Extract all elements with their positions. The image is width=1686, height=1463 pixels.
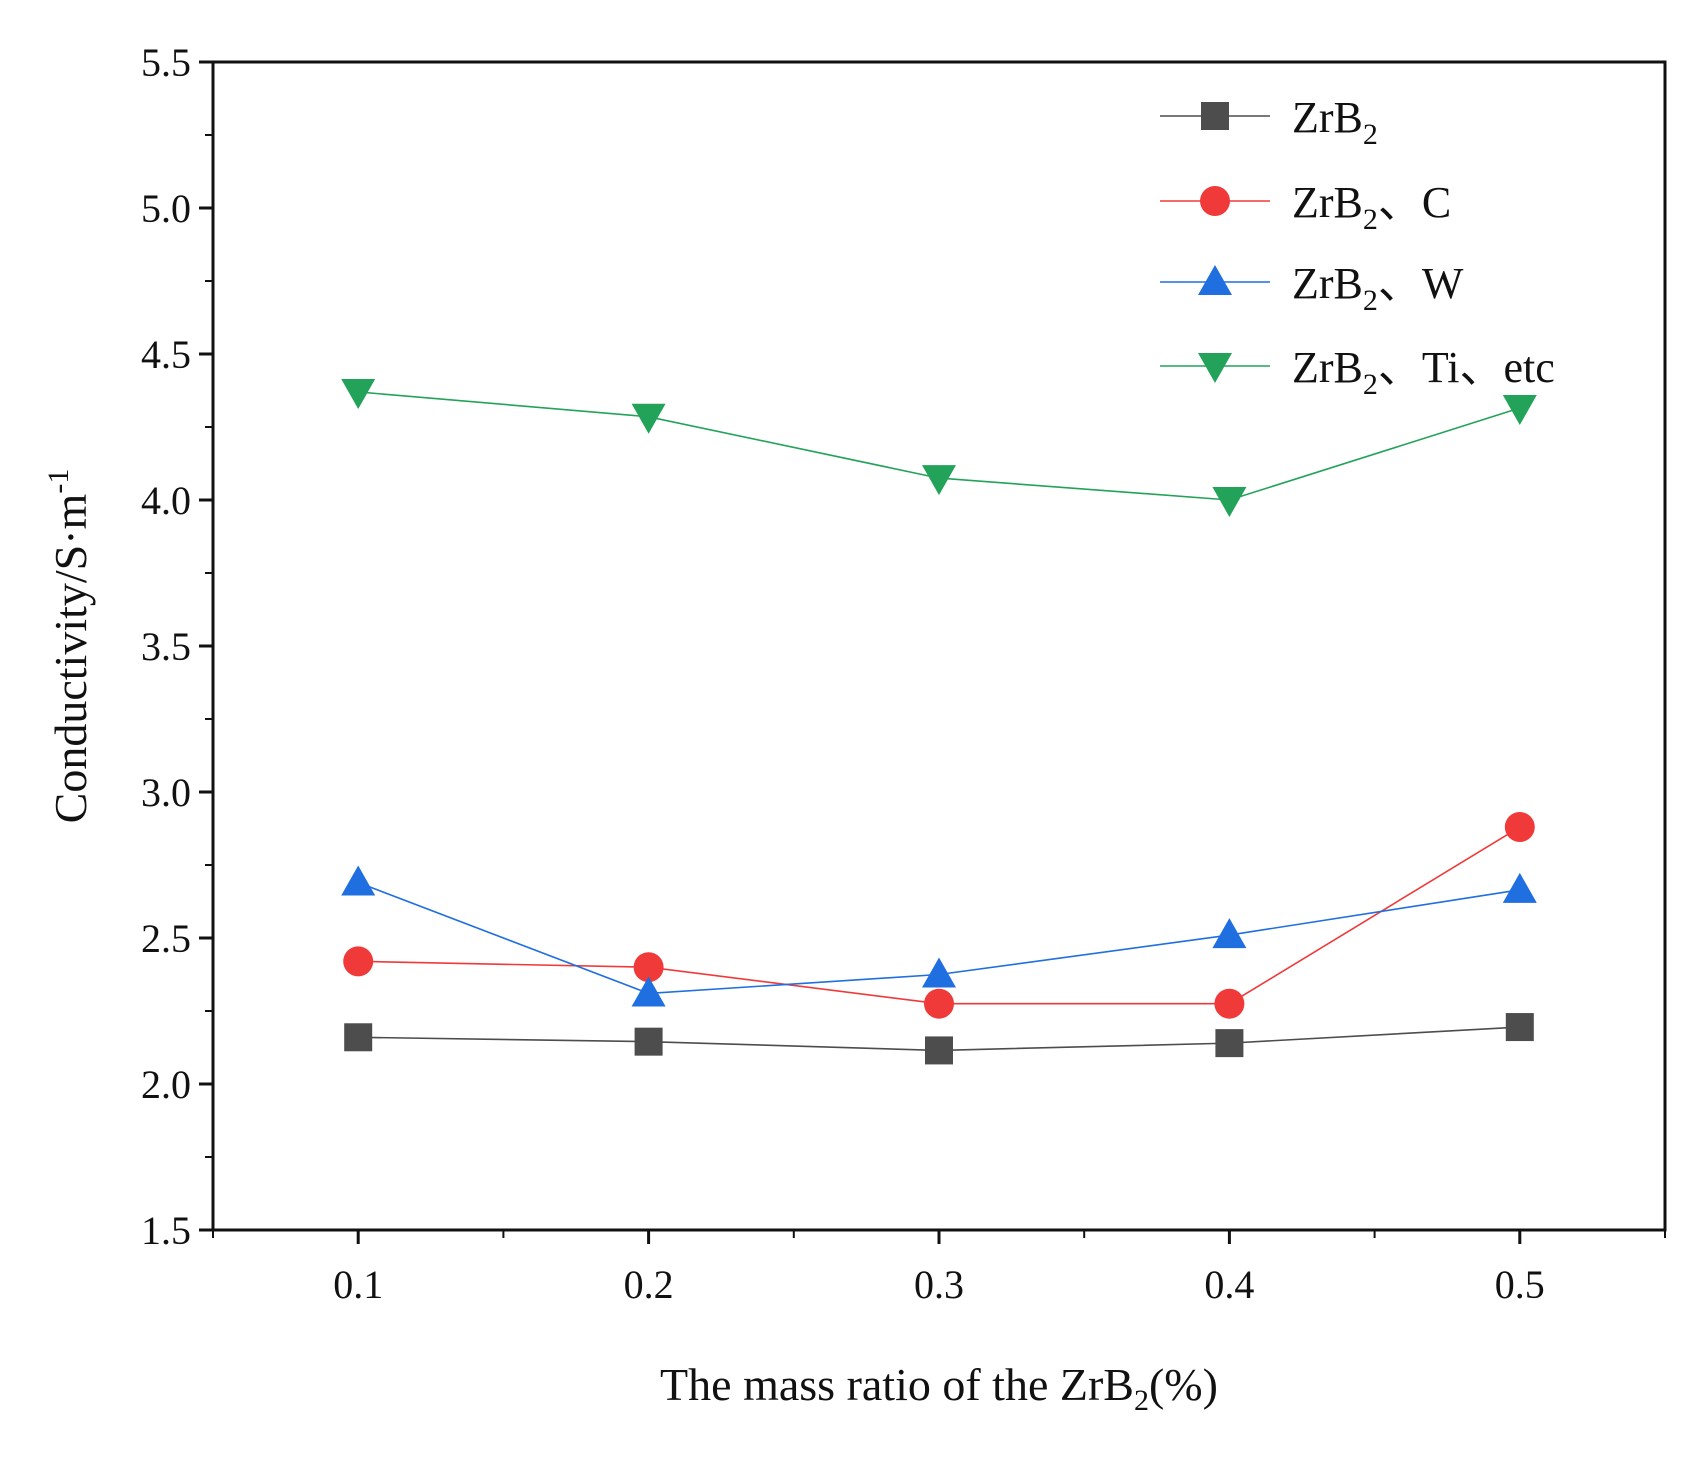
y-tick-label: 5.0 (141, 186, 191, 231)
data-point (1212, 918, 1247, 949)
y-tick-label: 3.5 (141, 624, 191, 669)
x-tick-label: 0.1 (333, 1262, 383, 1307)
legend-label-tail: 、Ti、etc (1378, 343, 1555, 392)
x-axis-title: The mass ratio of the ZrB2(%) (660, 1359, 1218, 1417)
legend-label-sub: 2 (1363, 118, 1378, 151)
data-point (1502, 395, 1537, 426)
plot-marks (341, 378, 1537, 1065)
y-tick-label: 1.5 (141, 1208, 191, 1253)
legend-label: ZrB2 (1292, 93, 1378, 151)
y-tick-label: 3.0 (141, 770, 191, 815)
series-1 (344, 1013, 1534, 1065)
legend-label-main: ZrB (1292, 178, 1363, 227)
data-point (633, 952, 664, 983)
legend-label-sub: 2 (1363, 284, 1378, 317)
data-point (341, 865, 376, 896)
legend-label-sub: 2 (1363, 203, 1378, 236)
x-axis-title-sub: 2 (1134, 1384, 1149, 1417)
y-tick-label: 2.5 (141, 916, 191, 961)
data-point (1212, 487, 1247, 517)
legend-label-main: ZrB (1292, 343, 1363, 392)
legend-item: ZrB2、Ti、etc (1160, 343, 1555, 401)
series-4 (341, 378, 1537, 517)
data-point (631, 976, 666, 1007)
x-axis: 0.1 0.2 0.3 0.4 0.5 (212, 1230, 1666, 1307)
legend-item: ZrB2、W (1160, 259, 1464, 317)
y-tick-label: 4.5 (141, 332, 191, 377)
data-point (634, 1027, 663, 1056)
y-tick-label: 2.0 (141, 1062, 191, 1107)
legend-marker (1198, 265, 1232, 295)
y-axis-title-sup: -1 (42, 469, 75, 494)
data-point (341, 378, 376, 409)
legend-item: ZrB2、C (1160, 178, 1451, 236)
y-axis: 1.5 2.0 2.5 3.0 3.5 4.0 4.5 5.0 5.5 (141, 40, 213, 1253)
legend-marker (1201, 102, 1229, 130)
x-tick-label: 0.4 (1204, 1262, 1254, 1307)
legend-label-main: ZrB (1292, 93, 1363, 142)
legend-item: ZrB2 (1160, 93, 1378, 151)
legend-label-tail: 、C (1378, 178, 1451, 227)
legend-label-tail: 、W (1378, 259, 1464, 308)
series-3 (341, 865, 1537, 1007)
legend-label: ZrB2、Ti、etc (1292, 343, 1555, 401)
data-point (1502, 872, 1537, 903)
data-point (344, 1023, 373, 1052)
x-axis-title-main: The mass ratio of the ZrB (660, 1359, 1134, 1410)
y-tick-label: 4.0 (141, 478, 191, 523)
data-point (1214, 988, 1245, 1019)
legend-label-sub: 2 (1363, 368, 1378, 401)
legend-label-main: ZrB (1292, 259, 1363, 308)
data-point (343, 946, 374, 977)
data-point (1505, 1013, 1534, 1042)
data-point (1504, 812, 1535, 843)
data-point (922, 957, 956, 988)
legend-label: ZrB2、C (1292, 178, 1451, 236)
data-point (922, 465, 956, 496)
legend-marker (1198, 353, 1232, 383)
data-point (925, 1036, 953, 1065)
x-axis-title-tail: (%) (1149, 1359, 1218, 1410)
x-tick-label: 0.3 (914, 1262, 964, 1307)
legend-label: ZrB2、W (1292, 259, 1464, 317)
data-point (631, 403, 666, 434)
y-axis-title: Conductivity/S·m-1 (42, 469, 96, 824)
series-2 (343, 812, 1535, 1019)
legend-marker (1200, 186, 1230, 216)
data-point (924, 988, 954, 1019)
y-axis-title-main: Conductivity/S·m (45, 493, 96, 823)
y-tick-label: 5.5 (141, 40, 191, 85)
data-point (1215, 1029, 1244, 1058)
x-tick-label: 0.5 (1495, 1262, 1545, 1307)
x-tick-label: 0.2 (624, 1262, 674, 1307)
